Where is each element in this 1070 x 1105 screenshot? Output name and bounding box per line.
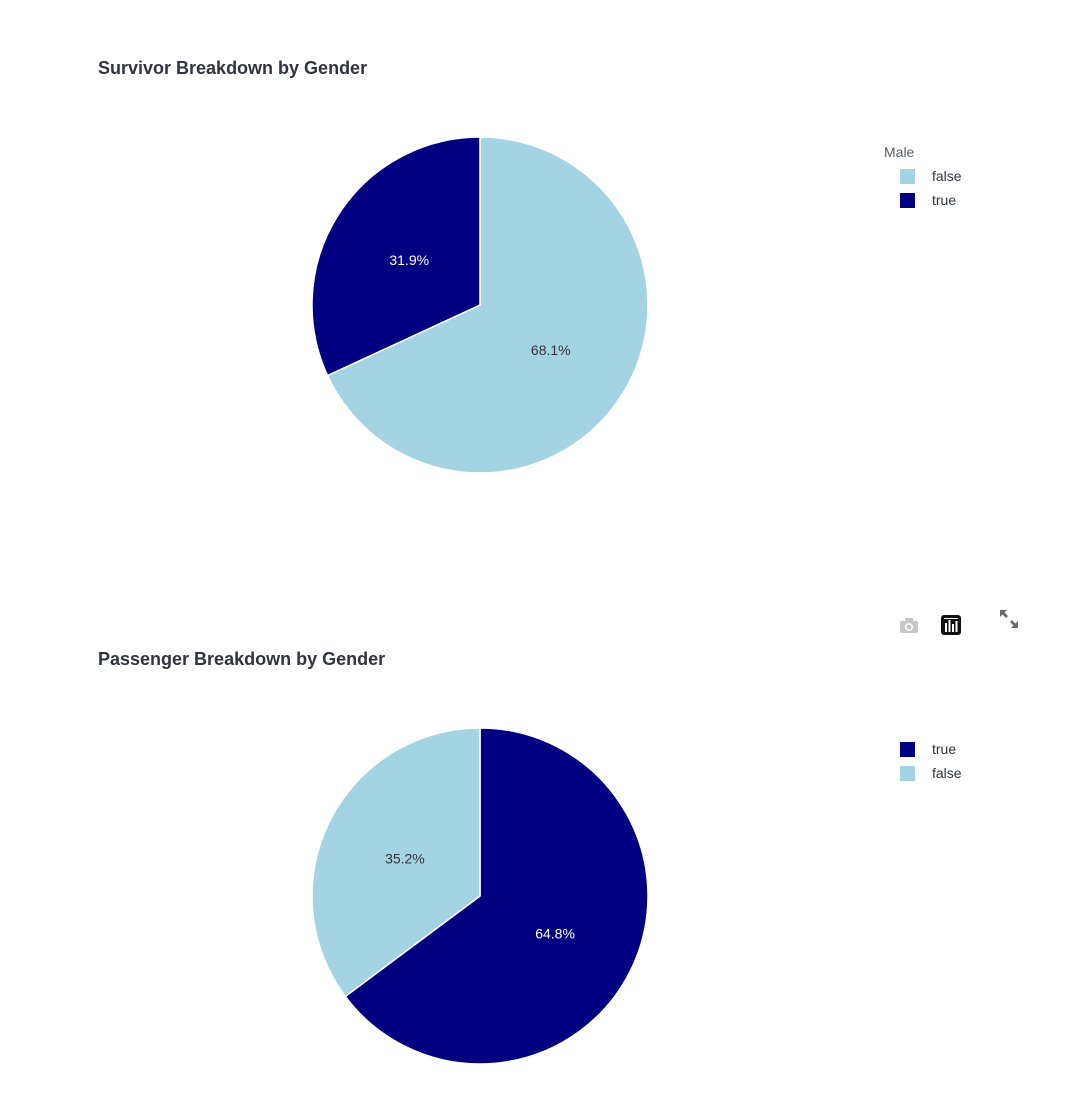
passenger-chart: Passenger Breakdown by Gender 64.8% 35.2%… xyxy=(0,590,1070,1105)
legend-swatch xyxy=(900,168,915,184)
legend-item-false[interactable]: false xyxy=(884,164,962,188)
modebar xyxy=(896,610,1026,642)
legend-title: Male xyxy=(884,144,915,160)
camera-icon[interactable] xyxy=(896,612,922,638)
passenger-pie: 64.8% 35.2% xyxy=(311,727,649,1065)
legend-swatch xyxy=(900,192,915,208)
bar-chart-icon[interactable] xyxy=(938,612,964,638)
slice-label-true: 64.8% xyxy=(535,926,575,942)
legend-swatch xyxy=(900,741,915,757)
survivor-chart: Survivor Breakdown by Gender 68.1% 31.9% … xyxy=(98,58,962,474)
legend-item-true[interactable]: true xyxy=(884,188,962,212)
legend: true false xyxy=(884,737,962,785)
legend-label: false xyxy=(932,168,962,184)
legend-label: true xyxy=(932,192,957,208)
legend-label: true xyxy=(932,741,957,757)
legend-label: false xyxy=(932,765,962,781)
slice-label-false: 35.2% xyxy=(385,850,425,866)
slice-label-true: 31.9% xyxy=(389,252,429,268)
legend-swatch xyxy=(900,765,915,781)
pie-slice-true[interactable] xyxy=(344,727,649,1065)
expand-icon[interactable] xyxy=(996,606,1022,632)
pie-slice-false[interactable] xyxy=(311,727,481,998)
pie-slice-false[interactable] xyxy=(326,136,649,474)
legend: Male false true xyxy=(884,144,962,212)
slice-label-false: 68.1% xyxy=(531,342,571,358)
legend-item-false[interactable]: false xyxy=(884,761,962,785)
chart-title: Survivor Breakdown by Gender xyxy=(98,58,368,78)
chart-title: Passenger Breakdown by Gender xyxy=(98,649,386,669)
legend-item-true[interactable]: true xyxy=(884,737,962,761)
survivor-pie: 68.1% 31.9% xyxy=(311,136,649,474)
pie-slice-true[interactable] xyxy=(311,136,481,377)
